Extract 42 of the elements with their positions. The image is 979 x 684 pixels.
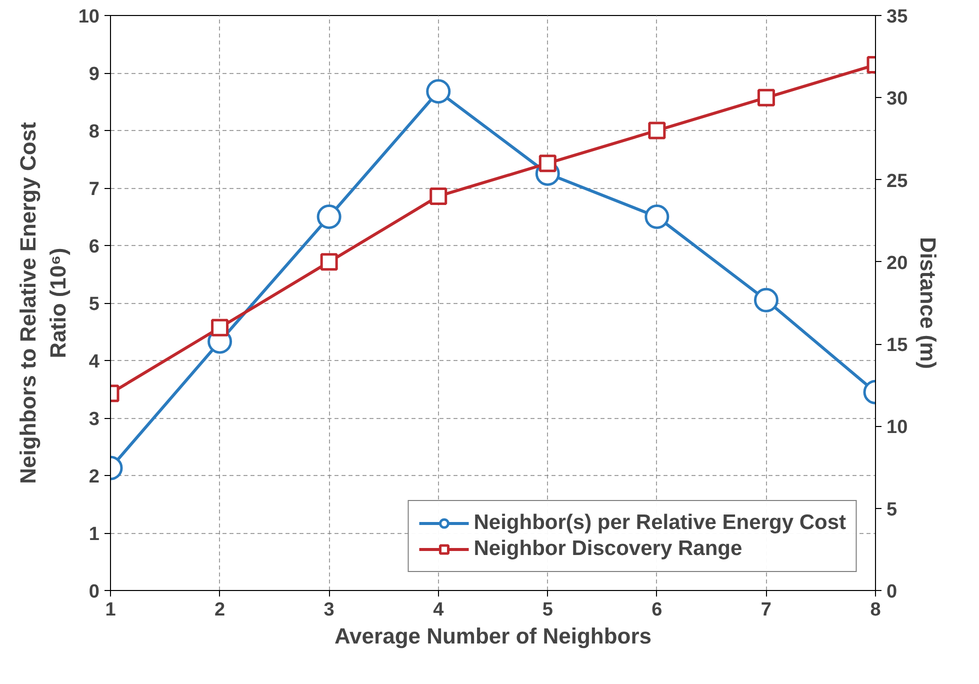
y2-tick-label: 15 (886, 335, 908, 356)
x-tick-label: 6 (652, 600, 662, 620)
y2-tick-label: 20 (886, 252, 908, 274)
legend-label: Neighbor(s) per Relative Energy Cost (474, 511, 846, 535)
point (316, 204, 342, 229)
point (648, 122, 666, 140)
point (538, 154, 556, 172)
x-axis-title: Average Number of Neighbors (334, 624, 652, 648)
x-tick-label: 7 (760, 600, 772, 620)
x-tick-label: 1 (105, 600, 116, 620)
x-tick-label: 2 (214, 600, 226, 620)
x-tick-label: 3 (324, 600, 334, 620)
x-tick-label: 4 (433, 600, 444, 620)
y2-tick-label: 0 (886, 582, 898, 602)
y-tick-label: 2 (88, 466, 100, 488)
legend-label: Neighbor Discovery Range (474, 537, 742, 561)
y2-tick-label: 25 (886, 170, 908, 192)
y2-tick-label: 35 (886, 6, 908, 28)
y2-tick-label: 10 (886, 417, 908, 438)
point (644, 204, 670, 229)
y2-tick-label: 5 (886, 499, 898, 520)
y-tick-label: 5 (88, 294, 100, 315)
x-tick-label: 8 (870, 600, 881, 620)
y-tick-label: 1 (88, 524, 100, 545)
y-tick-label: 6 (88, 236, 100, 258)
y-tick-label: 10 (78, 6, 100, 28)
y-tick-label: 4 (88, 352, 100, 372)
point (211, 318, 229, 336)
y-tick-label: 3 (88, 409, 100, 430)
y-tick-label: 9 (88, 64, 100, 85)
x-tick-label: 5 (542, 600, 554, 620)
y-tick-label: 7 (88, 179, 100, 200)
y2-tick-label: 30 (886, 88, 908, 110)
point (320, 253, 338, 271)
point (430, 187, 448, 205)
point (426, 79, 451, 104)
y2-axis-title: Distance (m) (916, 236, 941, 370)
point (757, 88, 775, 106)
y-axis-title: Neighbors to Relative Energy Cost Ratio (10⁶) (15, 121, 70, 484)
point (754, 288, 778, 312)
y-tick-label: 0 (88, 582, 100, 602)
y-tick-label: 8 (88, 122, 100, 142)
